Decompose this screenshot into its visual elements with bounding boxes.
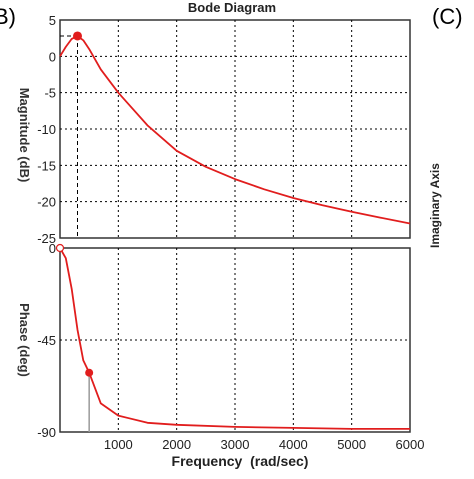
y-tick-label: 0	[49, 241, 56, 256]
y-tick-label: -5	[44, 86, 56, 101]
frequency-axis-label: Frequency (rad/sec)	[172, 453, 309, 469]
x-tick-label: 5000	[337, 437, 366, 452]
peak-marker	[73, 31, 82, 41]
panel-label-b: B)	[0, 4, 16, 29]
y-tick-label: 5	[49, 13, 56, 28]
response-curve	[59, 247, 410, 430]
phase-marker	[85, 368, 94, 377]
magnitude-plot: 5 0 -5 -10 -15 -20 -25	[37, 13, 411, 246]
magnitude-axis-label: Magnitude (dB)	[17, 88, 32, 183]
y-tick-label: -15	[37, 158, 56, 173]
phase-start-marker	[55, 243, 65, 253]
x-tick-label: 4000	[279, 437, 308, 452]
x-tick-label: 3000	[221, 437, 250, 452]
y-tick-label: 0	[49, 49, 56, 64]
x-tick-label: 1000	[104, 437, 133, 452]
phase-axis-label: Phase (deg)	[17, 303, 32, 377]
phase-plot: 0 -45 -90 1000 2000 3000 4000 5000 6000	[37, 241, 424, 452]
y-tick-label: -90	[37, 425, 56, 440]
y-tick-label: -25	[37, 231, 56, 246]
y-tick-label: -45	[37, 333, 56, 348]
y-tick-label: -20	[37, 195, 56, 210]
panel-label-c: (C)	[432, 4, 463, 29]
chart-title: Bode Diagram	[188, 0, 276, 15]
y-tick-label: -10	[37, 122, 56, 137]
x-tick-label: 2000	[162, 437, 191, 452]
x-tick-label: 6000	[396, 437, 425, 452]
imaginary-axis-label: Imaginary Axis	[428, 163, 442, 248]
